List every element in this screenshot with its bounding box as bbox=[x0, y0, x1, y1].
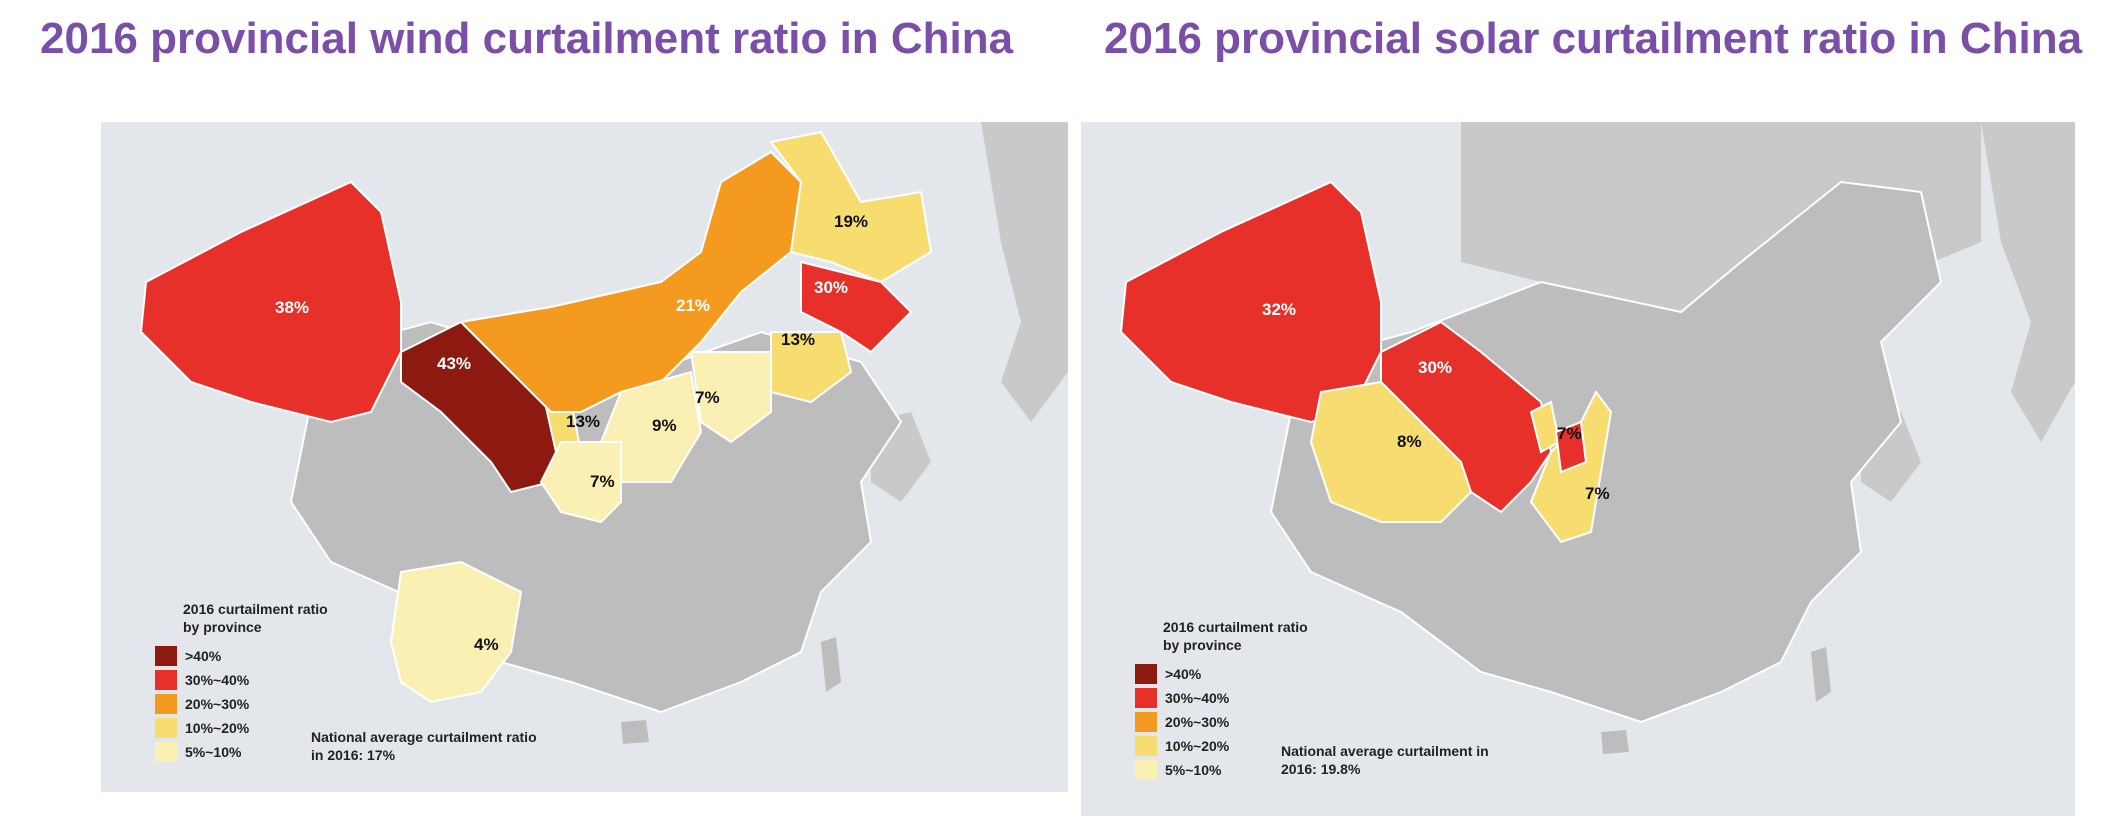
legend-swatch bbox=[155, 718, 177, 738]
wind-map-title: 2016 provincial wind curtailment ratio i… bbox=[40, 14, 1014, 63]
legend-item-gt40: >40% bbox=[155, 644, 333, 668]
province-xinjiang bbox=[1119, 180, 1382, 424]
legend-label: 10%~20% bbox=[185, 720, 250, 736]
label-shaanxi: 7% bbox=[590, 472, 615, 491]
label-xinjiang: 38% bbox=[275, 298, 310, 317]
legend-item-20-30: 20%~30% bbox=[1135, 710, 1313, 734]
legend-item-20-30: 20%~30% bbox=[155, 692, 333, 716]
label-heilongjiang: 19% bbox=[834, 212, 869, 231]
label-ningxia: 13% bbox=[566, 412, 601, 431]
china-rest bbox=[1269, 180, 1943, 724]
legend-item-5-10: 5%~10% bbox=[1135, 758, 1313, 782]
legend-label: >40% bbox=[1165, 666, 1202, 682]
province-heilongjiang bbox=[769, 130, 933, 284]
legend-item-5-10: 5%~10% bbox=[155, 740, 333, 764]
label-gansu: 43% bbox=[437, 354, 472, 373]
legend-swatch bbox=[155, 646, 177, 666]
legend-swatch bbox=[155, 670, 177, 690]
province-shanxi-red bbox=[1554, 420, 1588, 474]
legend-label: 20%~30% bbox=[185, 696, 250, 712]
legend-label: >40% bbox=[185, 648, 222, 664]
legend-title: 2016 curtailment ratio by province bbox=[1163, 619, 1308, 653]
label-xinjiang: 32% bbox=[1262, 300, 1297, 319]
taiwan bbox=[1811, 647, 1831, 702]
solar-map-title: 2016 provincial solar curtailment ratio … bbox=[1104, 14, 2083, 63]
neighbor-japan bbox=[1981, 122, 2075, 442]
solar-map-svg bbox=[1119, 122, 2075, 754]
label-jilin: 30% bbox=[814, 278, 849, 297]
legend-swatch bbox=[1135, 712, 1157, 732]
label-ningxia: 7% bbox=[1557, 424, 1582, 443]
legend-title: 2016 curtailment ratio by province bbox=[183, 601, 328, 635]
hainan bbox=[621, 720, 649, 744]
province-inner-mongolia bbox=[458, 150, 803, 413]
solar-curtailment-map: 32% 30% 8% 7% 7% 2016 curtailment ratio … bbox=[1081, 122, 2075, 816]
province-xinjiang bbox=[139, 180, 402, 424]
label-yunnan: 4% bbox=[474, 635, 499, 654]
legend-label: 10%~20% bbox=[1165, 738, 1230, 754]
legend-swatch bbox=[1135, 760, 1157, 780]
label-shaanxi: 7% bbox=[1585, 484, 1610, 503]
legend-item-10-20: 10%~20% bbox=[1135, 734, 1313, 758]
province-jilin bbox=[800, 260, 913, 354]
wind-legend: 2016 curtailment ratio by province >40% … bbox=[155, 600, 333, 764]
province-shaanxi bbox=[539, 441, 622, 524]
province-yunnan bbox=[389, 560, 523, 704]
legend-swatch bbox=[1135, 736, 1157, 756]
wind-curtailment-map: 38% 43% 21% 19% 30% 13% 7% 9% 13% 7% 4% … bbox=[101, 122, 1068, 792]
legend-label: 30%~40% bbox=[1165, 690, 1230, 706]
legend-label: 30%~40% bbox=[185, 672, 250, 688]
wind-map-svg bbox=[139, 122, 1068, 744]
legend-swatch bbox=[155, 694, 177, 714]
legend-item-10-20: 10%~20% bbox=[155, 716, 333, 740]
label-shanxi: 9% bbox=[652, 416, 677, 435]
legend-swatch bbox=[1135, 688, 1157, 708]
legend-label: 20%~30% bbox=[1165, 714, 1230, 730]
national-average-note: National average curtailment in 2016: 19… bbox=[1281, 743, 1489, 777]
label-qinghai: 8% bbox=[1397, 432, 1422, 451]
legend-label: 5%~10% bbox=[185, 744, 242, 760]
province-hebei bbox=[689, 351, 772, 444]
label-hebei: 7% bbox=[695, 388, 720, 407]
label-gansu: 30% bbox=[1418, 358, 1453, 377]
taiwan bbox=[821, 637, 841, 692]
legend-item-gt40: >40% bbox=[1135, 662, 1313, 686]
national-average-note: National average curtailment ratio in 20… bbox=[311, 729, 537, 763]
legend-swatch bbox=[155, 742, 177, 762]
hainan bbox=[1601, 730, 1629, 754]
legend-item-30-40: 30%~40% bbox=[155, 668, 333, 692]
legend-item-30-40: 30%~40% bbox=[1135, 686, 1313, 710]
solar-legend: 2016 curtailment ratio by province >40% … bbox=[1135, 618, 1313, 782]
province-qinghai bbox=[1309, 380, 1473, 523]
label-inner-mongolia: 21% bbox=[676, 296, 711, 315]
neighbor-japan bbox=[981, 122, 1068, 422]
label-liaoning: 13% bbox=[781, 330, 816, 349]
legend-label: 5%~10% bbox=[1165, 762, 1222, 778]
legend-swatch bbox=[1135, 664, 1157, 684]
